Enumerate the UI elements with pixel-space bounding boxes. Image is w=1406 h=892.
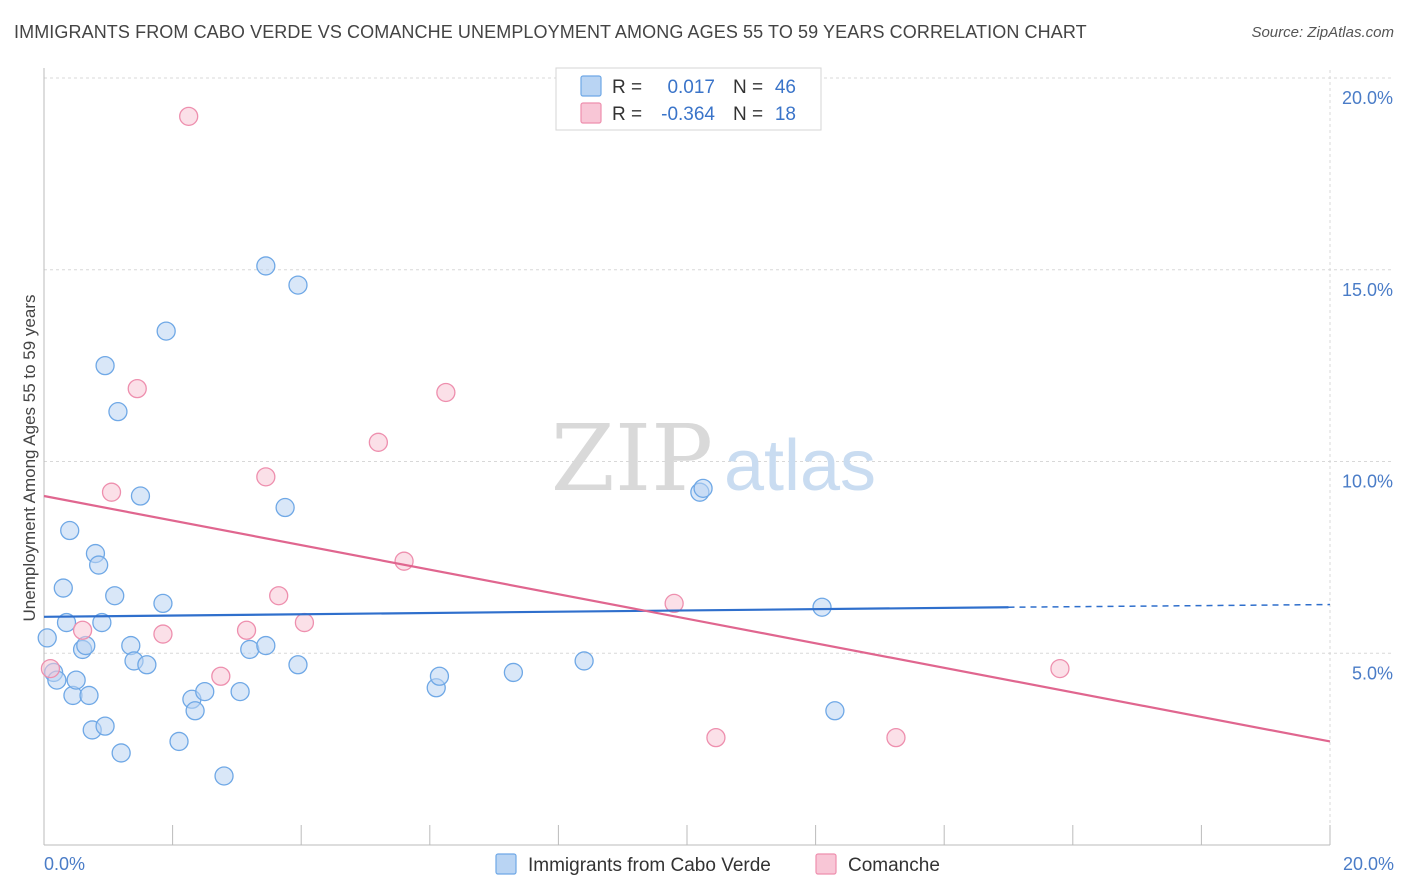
pink-point-17: [1050, 658, 1070, 679]
legend-swatch-blue: [580, 75, 602, 97]
pink-point-6: [211, 666, 231, 686]
pink-point-8: [256, 467, 276, 487]
pink-point-1: [72, 620, 93, 640]
bottom-legend-swatch-blue: [495, 853, 517, 875]
axes: [43, 68, 1331, 846]
source-label: Source: ZipAtlas.com: [1251, 24, 1394, 41]
y-tick-label-20: 20.0%: [1342, 88, 1393, 108]
pink-point-15: [706, 727, 726, 748]
blue-point-3: [56, 612, 77, 633]
blue-point-28: [185, 701, 205, 721]
blue-point-40: [503, 662, 524, 683]
y-tick-label-15: 15.0%: [1342, 280, 1393, 300]
pink-point-10: [294, 612, 315, 633]
bottom-legend-label-2: Comanche: [848, 855, 940, 876]
pink-point-4: [153, 624, 173, 644]
blue-point-36: [288, 655, 308, 675]
pink-point-3: [127, 378, 147, 399]
bottom-legend-swatch-pink: [815, 853, 837, 875]
x-tick-label-max: 20.0%: [1343, 854, 1394, 874]
blue-point-29: [195, 681, 215, 702]
pink-point-12: [394, 551, 414, 571]
pink-point-0: [40, 658, 61, 679]
blue-point-22: [130, 486, 151, 506]
series-legend: Immigrants from Cabo Verde Comanche: [495, 853, 940, 876]
blue-point-43: [693, 478, 713, 498]
y-tick-label-10: 10.0%: [1342, 472, 1393, 492]
blue-point-25: [156, 321, 176, 341]
blue-point-35: [275, 497, 295, 518]
blue-point-14: [92, 612, 112, 633]
blue-point-15: [95, 716, 115, 736]
blue-point-5: [53, 578, 73, 598]
blue-point-26: [169, 731, 189, 752]
blue-point-19: [111, 743, 131, 763]
blue-point-33: [256, 635, 276, 656]
data-points: [37, 106, 1070, 786]
blue-point-34: [256, 256, 276, 276]
x-tick-label-min: 0.0%: [44, 854, 85, 874]
y-tick-labels: 5.0% 10.0% 15.0% 20.0%: [1342, 88, 1393, 683]
blue-trend-line: [43, 606, 1009, 618]
legend-n-value-1: 46: [775, 77, 796, 98]
correlation-legend: R = 0.017 N = 46 R = -0.364 N = 18: [555, 67, 822, 131]
legend-swatch-pink: [580, 102, 602, 124]
blue-point-0: [37, 628, 57, 648]
trend-lines: [43, 494, 1331, 743]
chart-title: IMMIGRANTS FROM CABO VERDE VS COMANCHE U…: [14, 22, 1087, 42]
bottom-legend-label-1: Immigrants from Cabo Verde: [528, 855, 771, 876]
pink-point-11: [368, 432, 389, 452]
blue-point-16: [95, 355, 115, 376]
legend-r-value-1: 0.017: [667, 77, 715, 98]
watermark-atlas: atlas: [724, 426, 876, 506]
blue-point-13: [89, 555, 109, 575]
blue-point-39: [429, 666, 450, 686]
legend-r-label-1: R =: [612, 77, 642, 98]
blue-point-45: [825, 701, 845, 721]
watermark-zip: ZIP: [551, 405, 713, 512]
pink-point-5: [179, 106, 199, 126]
pink-point-2: [101, 482, 122, 502]
legend-n-value-2: 18: [775, 104, 796, 125]
blue-point-24: [153, 593, 173, 614]
pink-point-16: [886, 727, 906, 748]
pink-point-14: [664, 593, 684, 614]
pink-point-9: [269, 586, 289, 606]
legend-r-value-2: -0.364: [661, 104, 715, 125]
blue-point-10: [79, 685, 99, 706]
y-axis-label: Unemployment Among Ages 55 to 59 years: [20, 295, 39, 622]
blue-point-18: [108, 401, 128, 422]
pink-point-7: [236, 620, 257, 640]
pink-point-13: [436, 382, 456, 403]
blue-point-30: [214, 766, 234, 786]
legend-n-label-2: N =: [733, 104, 763, 125]
blue-point-37: [288, 275, 308, 295]
legend-r-label-2: R =: [612, 104, 642, 125]
blue-point-17: [105, 586, 125, 606]
blue-point-7: [66, 670, 86, 690]
y-tick-label-5: 5.0%: [1352, 663, 1393, 683]
blue-point-41: [574, 651, 594, 671]
blue-point-32: [240, 639, 260, 660]
blue-point-4: [60, 520, 80, 541]
blue-point-23: [137, 655, 157, 675]
blue-point-31: [230, 681, 250, 702]
blue-point-44: [812, 597, 832, 617]
pink-trend-line: [43, 494, 1331, 743]
blue-trend-extension: [1008, 603, 1331, 608]
legend-n-label-1: N =: [733, 77, 763, 98]
